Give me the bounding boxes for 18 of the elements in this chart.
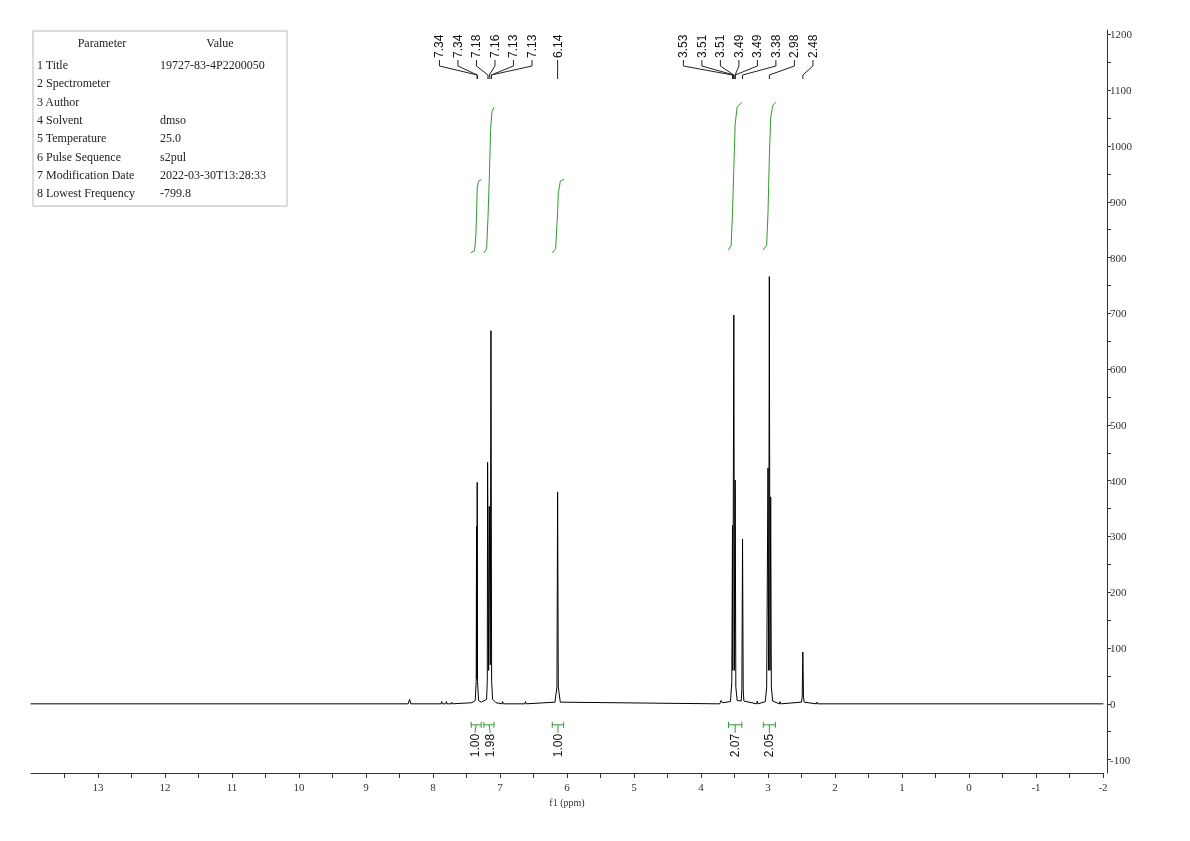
- y-tick-label: 1200: [1110, 28, 1133, 41]
- y-tick-label: 700: [1110, 307, 1127, 320]
- y-tick-label: 1000: [1110, 140, 1133, 153]
- x-tick-label: 0: [966, 780, 973, 793]
- x-tick-label: -1: [1031, 780, 1041, 793]
- x-tick-label: 1: [899, 780, 905, 793]
- y-tick-label: 500: [1110, 418, 1127, 431]
- y-tick-label: 600: [1110, 363, 1127, 376]
- y-tick-label: 900: [1110, 195, 1127, 208]
- y-tick-label: 400: [1110, 474, 1127, 487]
- y-tick-label: 1100: [1110, 84, 1133, 97]
- x-tick-label: -2: [1098, 780, 1108, 793]
- y-tick-label: 100: [1110, 642, 1127, 655]
- y-tick-label: 300: [1110, 530, 1127, 543]
- x-tick-label: 2: [832, 780, 838, 793]
- y-tick-label: -100: [1110, 753, 1131, 766]
- y-tick-label: 200: [1110, 586, 1127, 599]
- y-tick-label: 800: [1110, 251, 1127, 264]
